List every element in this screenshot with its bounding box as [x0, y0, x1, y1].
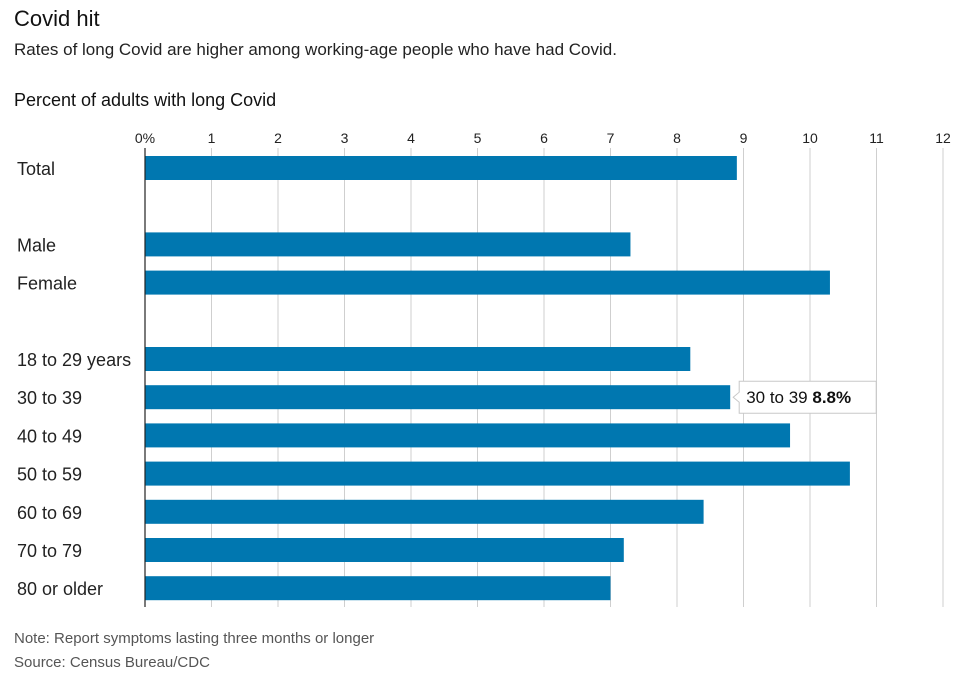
chart-title: Covid hit	[14, 6, 100, 31]
category-label: 60 to 69	[17, 503, 82, 523]
bar	[145, 232, 631, 257]
bar	[145, 270, 830, 295]
bar	[145, 576, 611, 601]
category-label: 50 to 59	[17, 465, 82, 485]
x-tick-label: 5	[474, 130, 482, 146]
category-label: 80 or older	[17, 579, 103, 599]
x-tick-label: 6	[540, 130, 548, 146]
x-tick-label: 1	[208, 130, 216, 146]
x-tick-label: 3	[341, 130, 349, 146]
chart-source: Source: Census Bureau/CDC	[14, 654, 210, 671]
category-label: 18 to 29 years	[17, 350, 131, 370]
x-tick-label: 11	[869, 130, 884, 146]
bar	[145, 461, 850, 486]
x-tick-label: 7	[607, 130, 615, 146]
bar	[145, 423, 791, 448]
category-label: 40 to 49	[17, 426, 82, 446]
x-tick-label: 9	[740, 130, 748, 146]
category-label: Male	[17, 235, 56, 255]
tooltip-value: 8.8%	[812, 388, 851, 407]
x-tick-label: 4	[407, 130, 415, 146]
x-tick-label: 10	[802, 130, 818, 146]
chart-subtitle: Rates of long Covid are higher among wor…	[14, 40, 617, 59]
x-tick-label: 8	[673, 130, 681, 146]
category-label: Total	[17, 159, 55, 179]
axis-label: Percent of adults with long Covid	[14, 90, 277, 110]
tooltip-label: 30 to 39 8.8%	[746, 388, 851, 407]
bar	[145, 538, 624, 562]
bar	[145, 499, 704, 524]
bar	[145, 385, 731, 410]
bar	[145, 156, 737, 180]
category-label: 70 to 79	[17, 541, 82, 561]
bar	[145, 347, 691, 371]
tooltip-box	[732, 380, 877, 414]
category-label: Female	[17, 274, 77, 294]
x-tick-label: 12	[935, 130, 951, 146]
category-label: 30 to 39	[17, 388, 82, 408]
chart-note: Note: Report symptoms lasting three mont…	[14, 630, 375, 647]
x-tick-label: 2	[274, 130, 282, 146]
x-tick-label: 0%	[135, 130, 155, 146]
